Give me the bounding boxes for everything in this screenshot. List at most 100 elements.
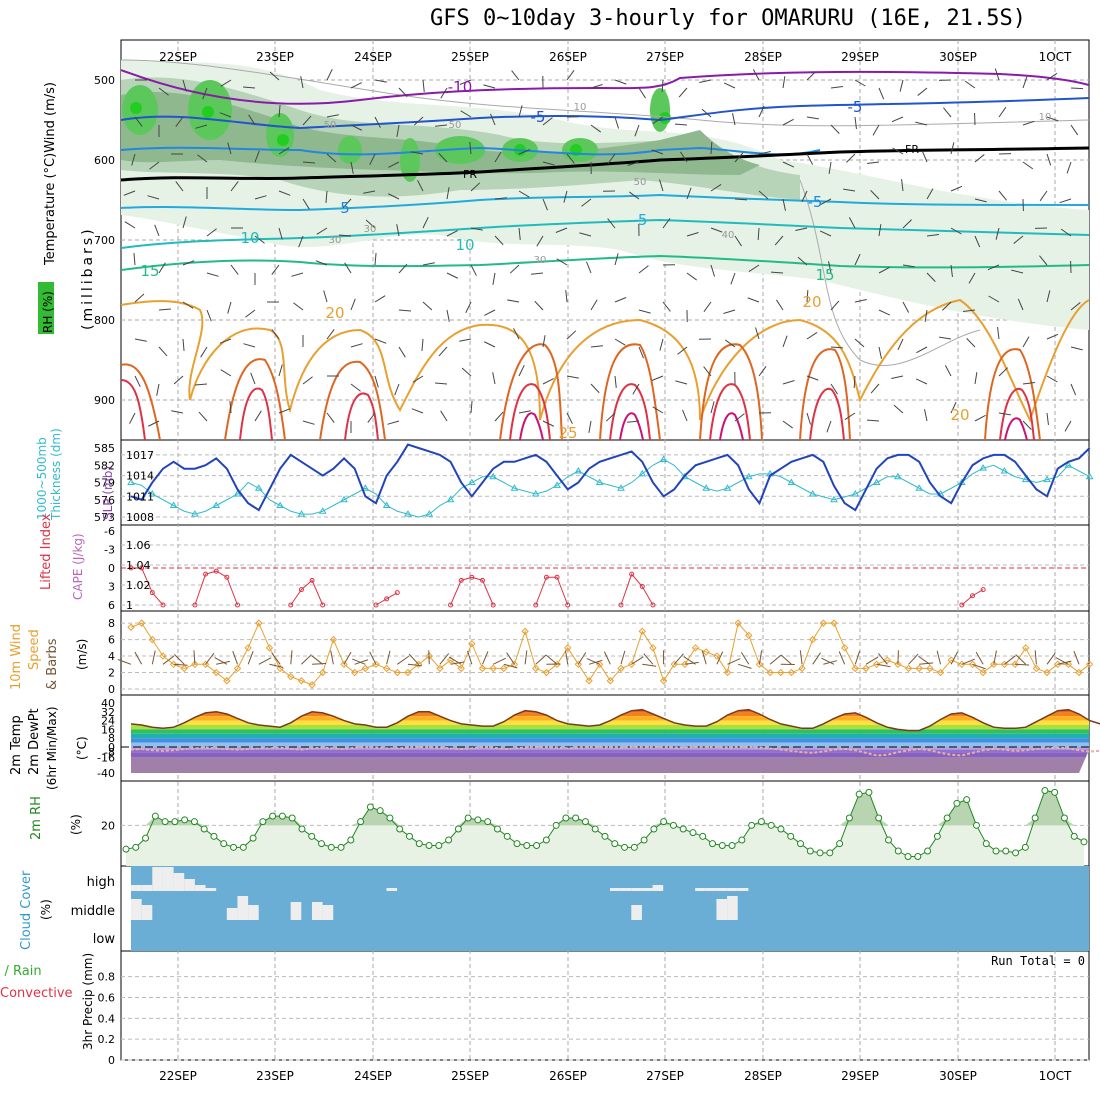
wind-barb [806, 412, 811, 425]
wind-barb [588, 420, 592, 433]
wind-barb [250, 372, 256, 385]
wind-barb [652, 116, 664, 124]
rh-point [1031, 814, 1039, 822]
rh-point [298, 825, 306, 833]
wind-barb [854, 79, 866, 87]
rh-point [151, 812, 159, 820]
date-label-top: 28SEP [744, 50, 782, 64]
rh-point [396, 825, 404, 833]
temp-tick: -16 [97, 751, 115, 764]
wind-barb [461, 367, 472, 377]
wind-barb [1046, 412, 1049, 425]
cloud-high-bar [194, 885, 206, 891]
date-label-top: 26SEP [549, 50, 587, 64]
temp-color-bands [131, 709, 1089, 773]
surface-wind-barb [506, 652, 515, 665]
wind-barb [758, 190, 769, 200]
surface-wind-barb [972, 663, 986, 670]
rh-point [288, 814, 296, 822]
wind-speed-point [787, 668, 796, 677]
wind-barb [220, 369, 232, 377]
date-label-bottom: 25SEP [451, 1069, 489, 1083]
surface-wind-barb [936, 650, 942, 665]
wind-barb [278, 408, 291, 414]
surface-wind-barb [535, 654, 547, 665]
upper-air-field [121, 59, 1089, 440]
temp-contour-label: -10 [448, 78, 473, 96]
wind-barb [227, 301, 232, 314]
wind-barb [147, 420, 160, 427]
wind-barb [950, 142, 955, 155]
thickness-point [723, 484, 732, 491]
wind-barb [202, 87, 208, 100]
wind-speed-point [777, 668, 785, 677]
wind-speed-point [457, 664, 465, 673]
wind-speed-point [968, 660, 977, 669]
lifted-index-point [543, 574, 549, 580]
wind-barbs-label: & Barbs [45, 638, 60, 690]
rh-point [269, 812, 277, 820]
rh-point [572, 814, 580, 822]
surface-wind-barb [271, 652, 281, 665]
cloud-high-bar [131, 885, 142, 891]
rh-point [943, 814, 951, 822]
wind-barb [828, 161, 832, 174]
wind-barb [298, 235, 304, 248]
wind-barb [315, 260, 328, 266]
wind-barb [350, 124, 363, 131]
wind-barb [988, 295, 1000, 303]
wind-speed-point [137, 619, 146, 627]
wind-barb [844, 412, 856, 420]
wind-barb [758, 365, 767, 377]
precip-convective-label: Convective [0, 986, 73, 1001]
rh-point [797, 840, 805, 848]
rh-point [220, 840, 228, 848]
temp-contour-label: 10 [455, 236, 474, 254]
wind-barb [627, 420, 640, 423]
rh-point [767, 821, 775, 829]
temp-contour [121, 254, 1089, 271]
wind-barb [200, 346, 208, 358]
wind-barb [374, 295, 386, 303]
surface-wind-barb [737, 663, 752, 669]
thickness-point [595, 478, 604, 485]
pressure-tick: 900 [94, 394, 115, 407]
wind-speed-point [670, 660, 678, 669]
thickness-point [382, 501, 391, 508]
lifted-index-point [235, 602, 241, 608]
rh-point [992, 847, 1000, 855]
wind-barb [411, 151, 424, 155]
wind-speed-point [521, 627, 529, 636]
wind-speed-point [265, 644, 274, 652]
wind-barb [830, 124, 840, 134]
wind-barb [195, 124, 208, 129]
cloud-high-bar [152, 867, 163, 891]
wind-speed-line [130, 621, 1090, 686]
cape-tick: 1.06 [126, 539, 151, 552]
thickness-point [702, 484, 711, 491]
precip-unit-label: 3hr Precip (mm) [81, 953, 95, 1050]
wind-speed-point [926, 664, 934, 673]
surface-wind-barb [117, 659, 132, 665]
wind-speed-point [489, 664, 497, 673]
wind-barb [374, 375, 379, 388]
wind-barb [782, 118, 794, 126]
wind-barb [374, 116, 381, 128]
wind-barb [830, 346, 844, 349]
wind-barb [484, 309, 496, 316]
wind-barb [774, 235, 784, 246]
surface-wind-barb [716, 651, 724, 665]
wind-barb [398, 263, 408, 274]
wind-barb [632, 383, 640, 395]
surface-wind-barb [854, 650, 861, 665]
wind-barb [507, 299, 520, 303]
wind-speed-point [713, 652, 721, 660]
wind-speed-point [830, 619, 838, 627]
precip-tick: 0.4 [98, 1012, 116, 1025]
wind-barb [459, 79, 472, 85]
thickness-point [574, 467, 583, 474]
lifted-index-line [961, 589, 984, 606]
wind-barb [710, 401, 715, 414]
wind-barb [782, 76, 786, 89]
lifted-index-point [224, 574, 230, 580]
